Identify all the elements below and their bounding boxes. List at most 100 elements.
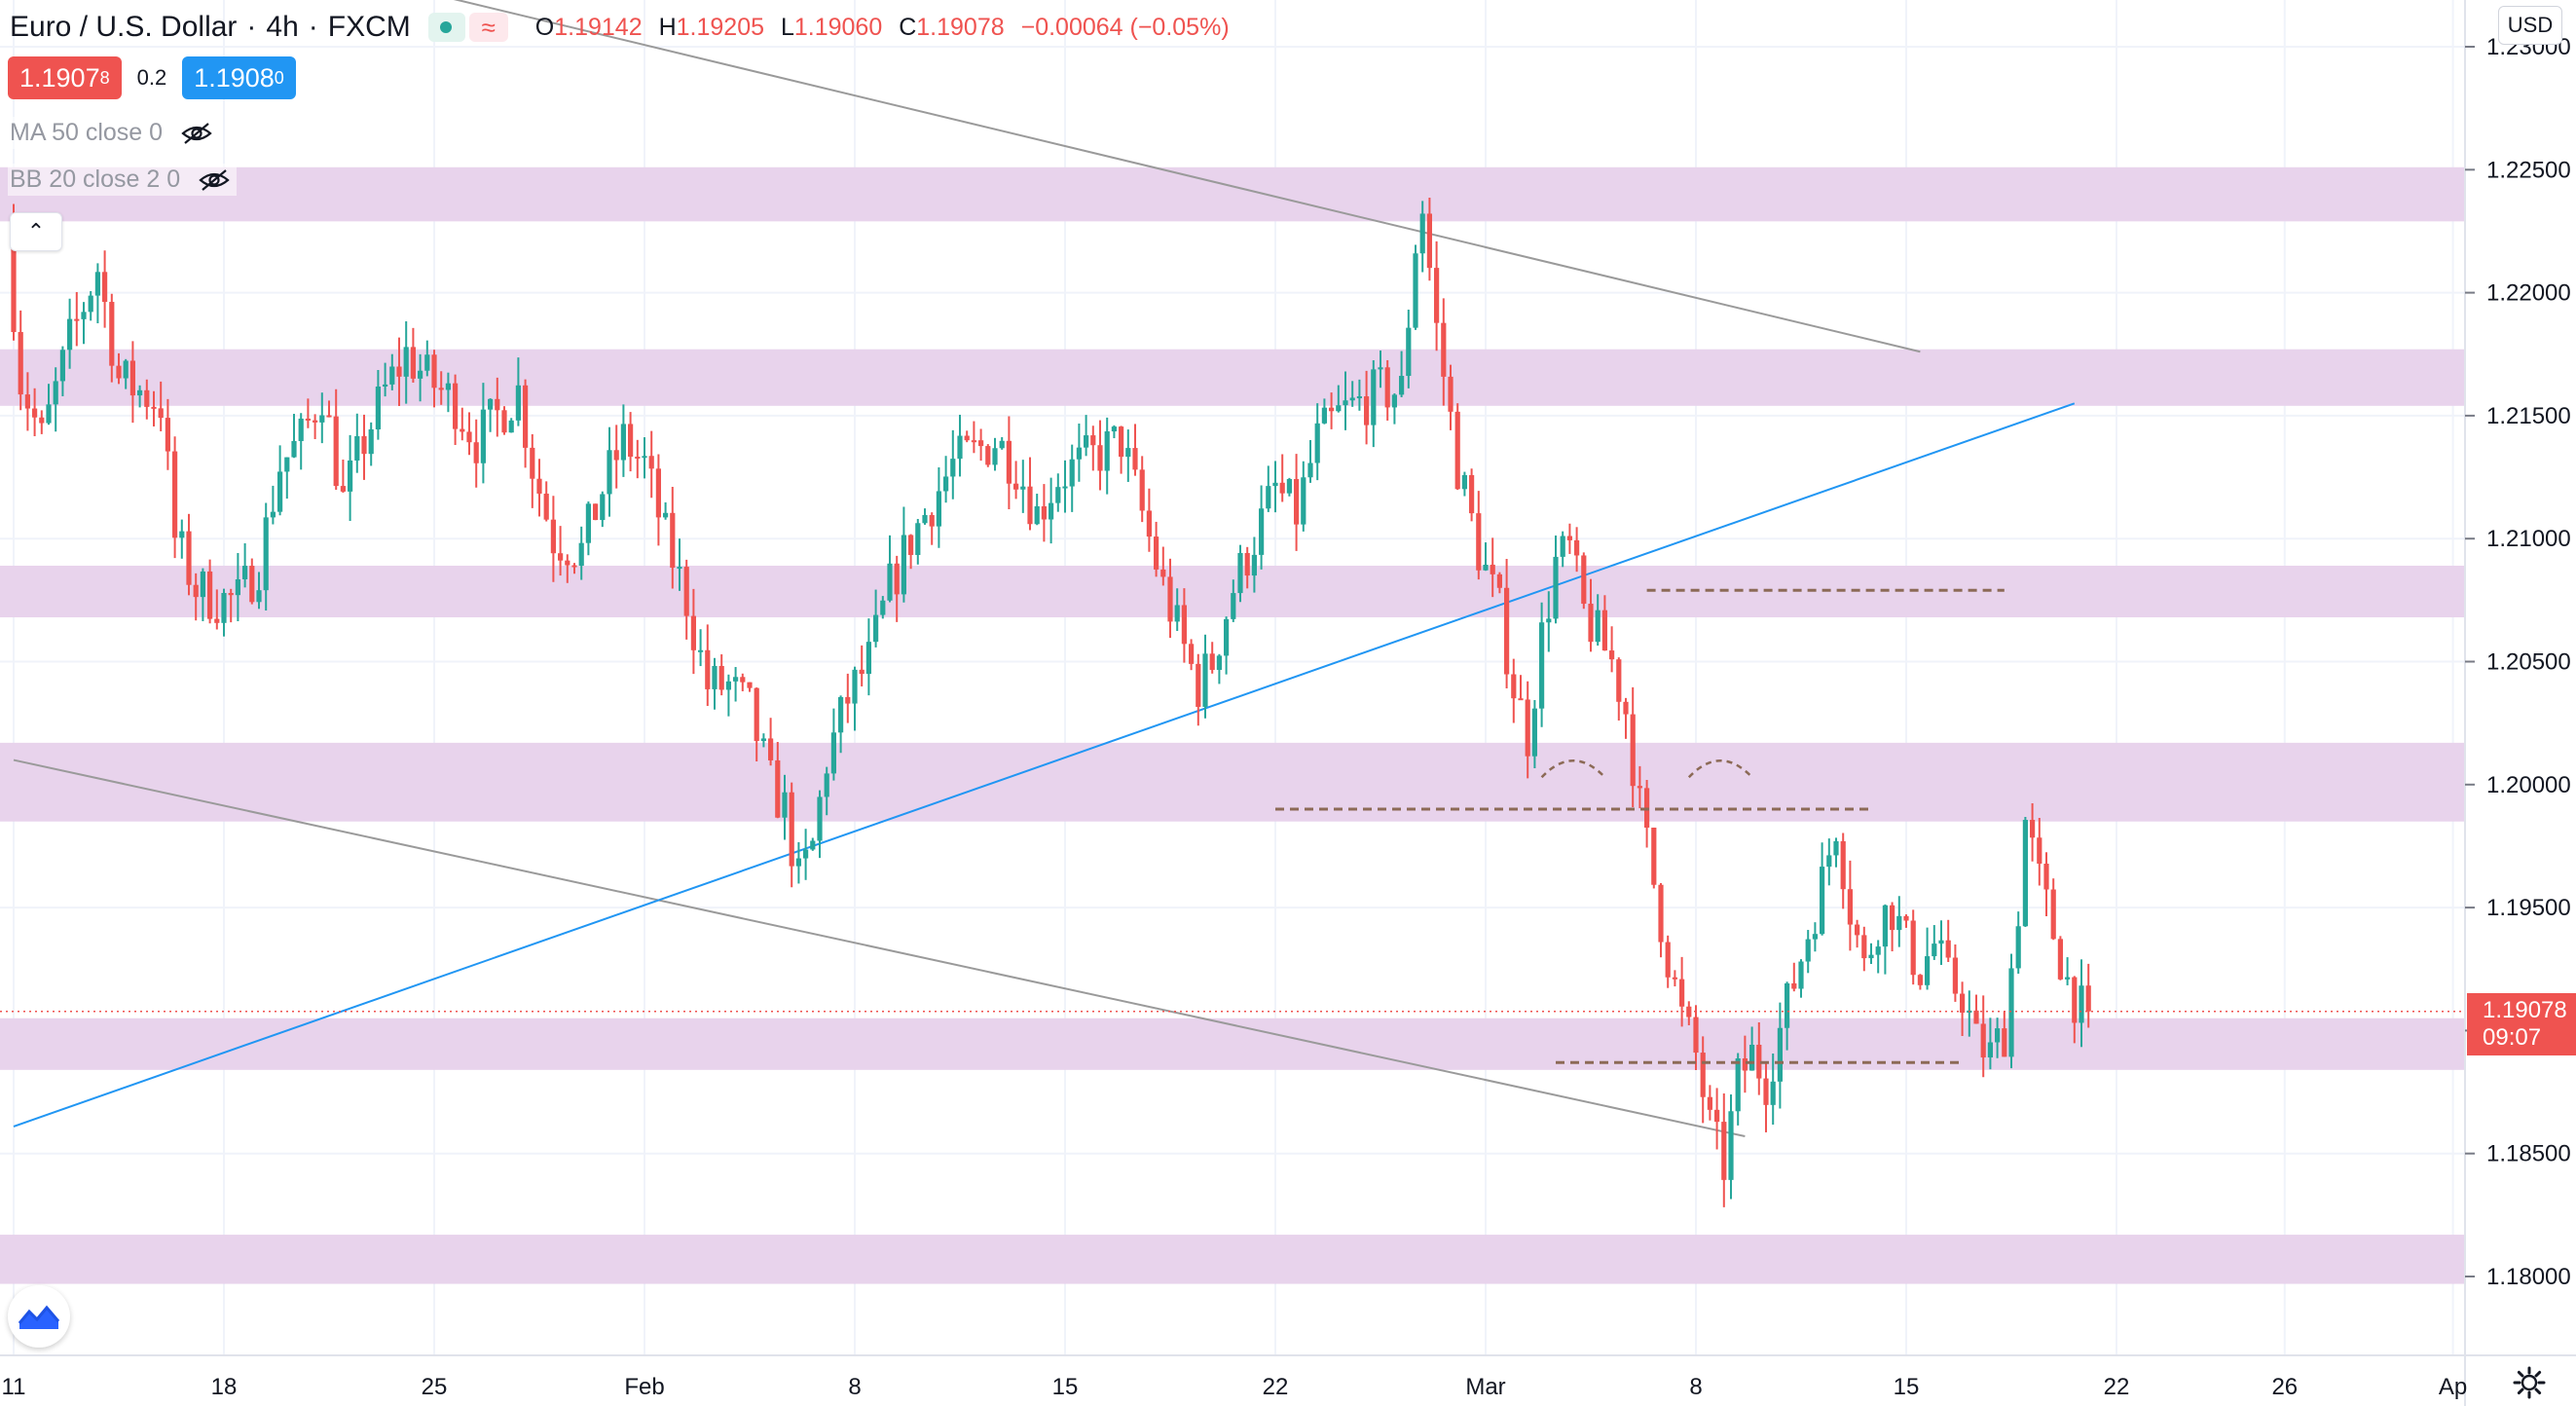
- price-tick-label: 1.21000: [2486, 526, 2571, 552]
- time-tick-label: 22: [1263, 1374, 1289, 1400]
- candle-down: [313, 420, 318, 423]
- candle-down: [1496, 574, 1502, 588]
- countdown-value: 09:07: [2483, 1024, 2542, 1051]
- resistance-support-zone: [0, 1235, 2465, 1284]
- chevron-up-icon: ⌃: [26, 219, 46, 243]
- candle-down: [571, 565, 577, 568]
- market-status-icon[interactable]: [427, 13, 465, 42]
- candle-down: [1847, 889, 1853, 925]
- interval-label[interactable]: 4h: [266, 11, 299, 43]
- candle-down: [1609, 650, 1615, 660]
- price-tick-label: 1.22500: [2486, 157, 2571, 183]
- candle-down: [971, 440, 976, 443]
- time-tick-label: 22: [2104, 1374, 2130, 1400]
- candle-down: [1960, 993, 1966, 1014]
- candle-up: [712, 665, 718, 689]
- time-tick-label: 15: [1052, 1374, 1079, 1400]
- high-key: H: [658, 13, 677, 41]
- spread-value: 0.2: [136, 65, 167, 90]
- candle-down: [1973, 1010, 1979, 1024]
- candle-up: [88, 295, 93, 313]
- wave-icon[interactable]: ≈: [468, 13, 508, 42]
- candle-down: [648, 456, 654, 469]
- candle-up: [733, 677, 739, 682]
- time-tick-label: 18: [211, 1374, 238, 1400]
- collapse-legend-button[interactable]: ⌃: [10, 212, 62, 251]
- candle-up: [2015, 926, 2021, 969]
- candle-down: [705, 649, 711, 689]
- candle-down: [1006, 440, 1012, 484]
- candle-up: [1104, 431, 1110, 471]
- candle-up: [2022, 820, 2028, 927]
- candle-up: [1076, 447, 1082, 460]
- candle-down: [775, 759, 781, 818]
- candle-up: [782, 792, 788, 818]
- indicator-ma[interactable]: MA 50 close 0: [8, 117, 220, 149]
- candle-up: [887, 563, 893, 601]
- candle-down: [670, 512, 676, 568]
- candle-up: [480, 409, 486, 463]
- candle-up: [1307, 462, 1313, 478]
- candle-down: [1840, 840, 1846, 890]
- candle-up: [1483, 564, 1489, 571]
- eye-hidden-icon[interactable]: [180, 121, 213, 146]
- candle-up: [123, 360, 129, 379]
- candle-up: [1560, 536, 1565, 557]
- candle-up: [803, 849, 809, 859]
- candle-up: [1224, 618, 1230, 656]
- candle-up: [488, 398, 494, 410]
- candle-up: [1749, 1044, 1755, 1071]
- candle-up: [677, 567, 682, 570]
- candle-up: [950, 459, 956, 477]
- candle-down: [593, 503, 599, 521]
- candle-up: [1237, 552, 1243, 594]
- candle-up: [1286, 479, 1292, 494]
- symbol-name[interactable]: Euro / U.S. Dollar: [10, 11, 238, 43]
- candle-up: [1378, 367, 1383, 370]
- indicator-bb[interactable]: BB 20 close 2 0: [8, 164, 238, 196]
- candle-up: [1399, 376, 1405, 395]
- settings-gear-icon[interactable]: [2512, 1365, 2547, 1400]
- candle-up: [1062, 486, 1068, 489]
- candle-down: [1364, 396, 1370, 426]
- price-tick-label: 1.20500: [2486, 649, 2571, 676]
- candle-down: [1700, 1053, 1706, 1097]
- candle-down: [438, 388, 444, 390]
- buy-button[interactable]: 1.1908 0: [182, 56, 296, 99]
- eye-hidden-icon[interactable]: [198, 167, 231, 193]
- candle-down: [1763, 1078, 1769, 1105]
- gray-trendline: [13, 758, 1746, 1137]
- candle-down: [1601, 610, 1607, 651]
- candle-up: [53, 381, 58, 405]
- candle-up: [46, 404, 52, 424]
- candle-down: [431, 354, 437, 388]
- candle-up: [1805, 939, 1811, 962]
- tradingview-logo[interactable]: [8, 1285, 70, 1348]
- candle-down: [740, 677, 746, 683]
- candle-down: [501, 410, 507, 433]
- candle-down: [859, 669, 865, 675]
- candle-up: [1272, 482, 1278, 487]
- candle-up: [1084, 435, 1089, 448]
- time-tick-label: 8: [848, 1374, 861, 1400]
- candle-down: [1616, 659, 1622, 702]
- candle-down: [543, 493, 549, 520]
- candle-up: [1321, 407, 1327, 424]
- candle-down: [1672, 977, 1677, 980]
- candle-down: [102, 272, 108, 303]
- candle-up: [298, 418, 304, 441]
- candle-down: [1154, 536, 1159, 570]
- candle-down: [11, 231, 17, 333]
- currency-button[interactable]: USD: [2498, 6, 2562, 45]
- buy-price: 1.1908: [194, 62, 275, 92]
- candle-down: [1244, 552, 1250, 576]
- candle-up: [873, 614, 879, 643]
- sell-button[interactable]: 1.1907 8: [8, 56, 122, 99]
- candle-up: [1868, 954, 1874, 959]
- candle-up: [348, 460, 353, 492]
- buy-pip: 0: [274, 67, 284, 88]
- candle-down: [1181, 605, 1187, 645]
- candle-up: [403, 347, 409, 377]
